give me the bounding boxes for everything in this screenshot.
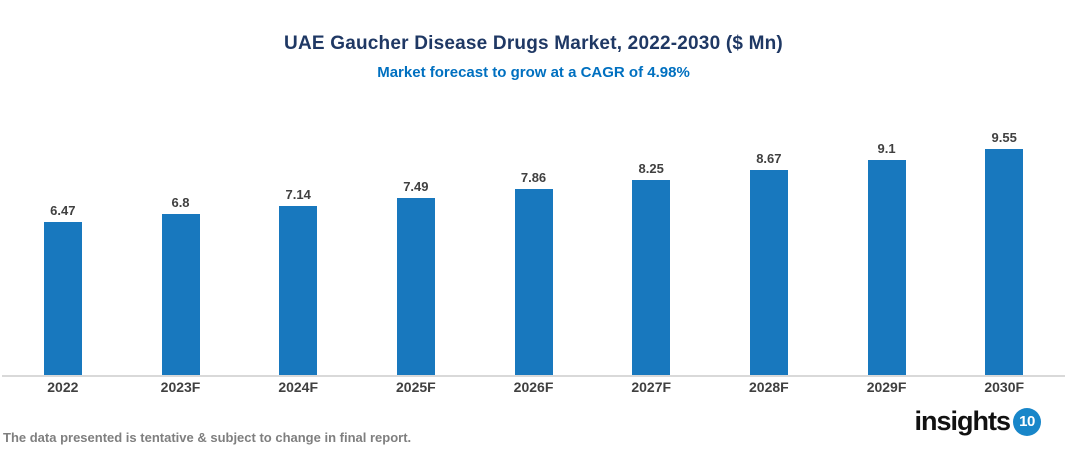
x-axis-labels: 2022 2023F 2024F 2025F 2026F 2027F 2028F 2029F 2…	[4, 379, 1063, 395]
x-axis-label: 2026F	[513, 379, 554, 395]
bar-columns: 6.47 6.8 7.14 7.49 7.86 8.25 8.67 9.1 9.55	[4, 110, 1063, 375]
bar-value-label: 6.8	[171, 195, 190, 211]
bar	[396, 197, 435, 375]
bar-column: 6.8	[122, 195, 240, 375]
disclaimer-text: The data presented is tentative & subjec…	[3, 430, 412, 445]
x-axis-label: 2028F	[749, 379, 789, 395]
x-axis-label: 2025F	[396, 379, 436, 395]
bar-column: 8.25	[592, 161, 710, 375]
bar-column: 7.14	[239, 187, 357, 375]
insights10-logo: insights 10	[914, 406, 1041, 437]
x-axis-label: 2024F	[278, 379, 319, 395]
bar-value-label: 9.55	[991, 130, 1017, 145]
bar-value-label: 9.1	[877, 140, 896, 156]
bar-column: 7.86	[475, 170, 593, 375]
logo-badge-10: 10	[1013, 407, 1041, 436]
bar-column: 9.1	[828, 141, 946, 375]
chart-subtitle: Market forecast to grow at a CAGR of 4.9…	[377, 64, 690, 81]
x-axis-label: 2029F	[866, 379, 907, 395]
x-axis-line	[2, 375, 1065, 377]
logo-text: insights	[914, 406, 1011, 436]
bar	[43, 221, 82, 375]
chart-title: UAE Gaucher Disease Drugs Market, 2022-2…	[284, 33, 783, 54]
bar	[514, 189, 553, 375]
bar-value-label: 7.86	[520, 170, 547, 185]
x-axis-label: 2027F	[631, 379, 672, 395]
bar-column: 8.67	[710, 151, 828, 375]
bar-column: 6.47	[4, 203, 122, 375]
x-axis-label: 2023F	[160, 379, 201, 395]
chart-header: UAE Gaucher Disease Drugs Market, 2022-2…	[0, 33, 1067, 81]
bar	[279, 206, 318, 375]
bar-value-label: 8.25	[638, 160, 664, 176]
bar-value-label: 6.47	[50, 202, 76, 218]
bar-column: 9.55	[945, 130, 1063, 375]
bar	[867, 159, 906, 375]
bar-value-label: 8.67	[756, 150, 782, 166]
bar-value-label: 7.49	[403, 178, 429, 194]
x-axis-label: 2022	[47, 379, 79, 395]
bar	[632, 179, 671, 375]
bar	[985, 149, 1024, 375]
x-axis-label: 2030F	[984, 379, 1025, 395]
bar-column: 7.49	[357, 179, 475, 375]
bar	[161, 214, 200, 375]
bar	[749, 169, 788, 375]
bar-value-label: 7.14	[285, 187, 311, 202]
